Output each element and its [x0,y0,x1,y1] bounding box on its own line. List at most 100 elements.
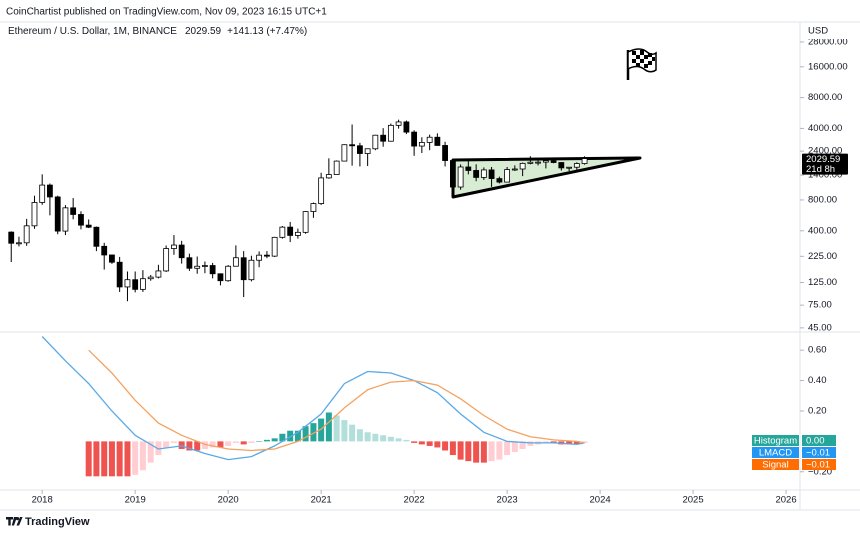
candle-body [62,207,69,232]
y-tick-label: 8000.00 [808,92,842,103]
histogram-bar [527,441,534,446]
candle-body [225,265,232,282]
candle-body [473,170,480,178]
candle-body [294,231,301,236]
candle-body [310,203,317,212]
histogram-bar [271,438,278,442]
candle-body [349,144,356,147]
x-tick-label: 2024 [590,495,611,506]
histogram-bar [403,439,410,442]
histogram-bar [364,432,371,442]
histogram-bar [302,426,309,442]
histogram-bar [294,430,301,442]
candle-body [395,121,402,126]
y-tick-label: 0.40 [808,375,827,386]
candle-body [566,166,573,169]
y-tick-label: 0.60 [808,345,827,356]
candle-body [496,178,503,183]
legend-name-box [752,459,799,470]
histogram-bar [356,429,363,442]
candle-body [139,278,146,290]
candle-body [550,160,557,163]
indicator-line [88,349,585,452]
histogram-bar [333,415,340,442]
y-tick-label: 0.20 [808,405,827,416]
candle-body [155,270,162,278]
y-tick-label: 4000.00 [808,123,842,134]
y-tick-label: 28000.00 [808,36,848,47]
candle-body [256,254,263,261]
candle-body [163,248,170,272]
histogram-bar [442,441,449,451]
bar-countdown: 21d 8h [806,164,835,175]
histogram-bar [287,430,294,442]
candle-body [240,257,247,281]
candle-body [232,257,239,267]
finish-flag-icon [626,48,657,80]
histogram-bar [279,433,286,442]
y-tick-label: 225.00 [808,251,837,262]
candle-body [542,160,549,163]
x-tick-label: 2021 [311,495,332,506]
x-tick-label: 2020 [218,495,239,506]
candle-body [426,136,433,143]
y-tick-label: 45.00 [808,322,832,333]
histogram-bar [380,435,387,442]
histogram-bar [124,441,131,477]
candle-body [31,202,38,227]
candle-body [519,162,526,170]
candle-body [457,166,464,188]
histogram-bar [147,441,154,463]
candle-body [333,160,340,175]
candle-body [78,214,84,226]
histogram-bar [139,441,146,471]
publisher-line: CoinChartist published on TradingView.co… [6,7,327,18]
histogram-bar [465,441,472,462]
candle-body [8,231,15,244]
y-tick-label: 400.00 [808,225,837,236]
y-tick-label: 16000.00 [808,61,848,72]
candle-body [418,142,425,147]
candle-body [194,265,201,269]
candle-body [341,144,348,162]
y-tick-label: 800.00 [808,194,837,205]
y-tick-label: 2400.00 [808,146,842,157]
brand-name: TradingView [25,516,90,528]
candle-body [527,161,534,164]
histogram-bar [217,441,224,448]
histogram-bar [550,441,557,443]
histogram-bar [116,441,123,477]
legend-value-box [802,459,836,470]
last-price-value: 2029.59 [806,154,840,165]
candle-body [504,169,511,183]
candle-body [449,160,456,188]
x-tick-label: 2025 [682,495,703,506]
histogram-bar [511,441,518,453]
candle-body [186,257,193,269]
y-tick-label: 125.00 [808,277,837,288]
legend-value: −0.01 [806,447,830,458]
x-tick-label: 2022 [404,495,425,506]
candle-body [264,254,270,257]
histogram-bar [341,420,348,442]
currency-label: USD [808,26,828,37]
candle-body [434,136,441,146]
symbol-name: Ethereum / U.S. Dollar, 1M, BINANCE [8,26,177,37]
histogram-bar [310,423,317,442]
symbol-legend: Ethereum / U.S. Dollar, 1M, BINANCE 2029.… [8,26,307,37]
y-tick-label: −0.20 [808,466,832,477]
last-price: 2029.59 [185,26,222,37]
histogram-bar [232,441,239,443]
histogram-bar [256,441,263,442]
histogram-bar [163,441,170,448]
histogram-bar [457,441,464,460]
histogram-bar [434,441,441,448]
candle-body [109,254,115,263]
candle-body [23,225,30,244]
candle-body [271,236,278,257]
histogram-bar [566,441,573,445]
candle-body [101,245,108,256]
histogram-bar [349,424,356,442]
candle-body [480,169,487,178]
